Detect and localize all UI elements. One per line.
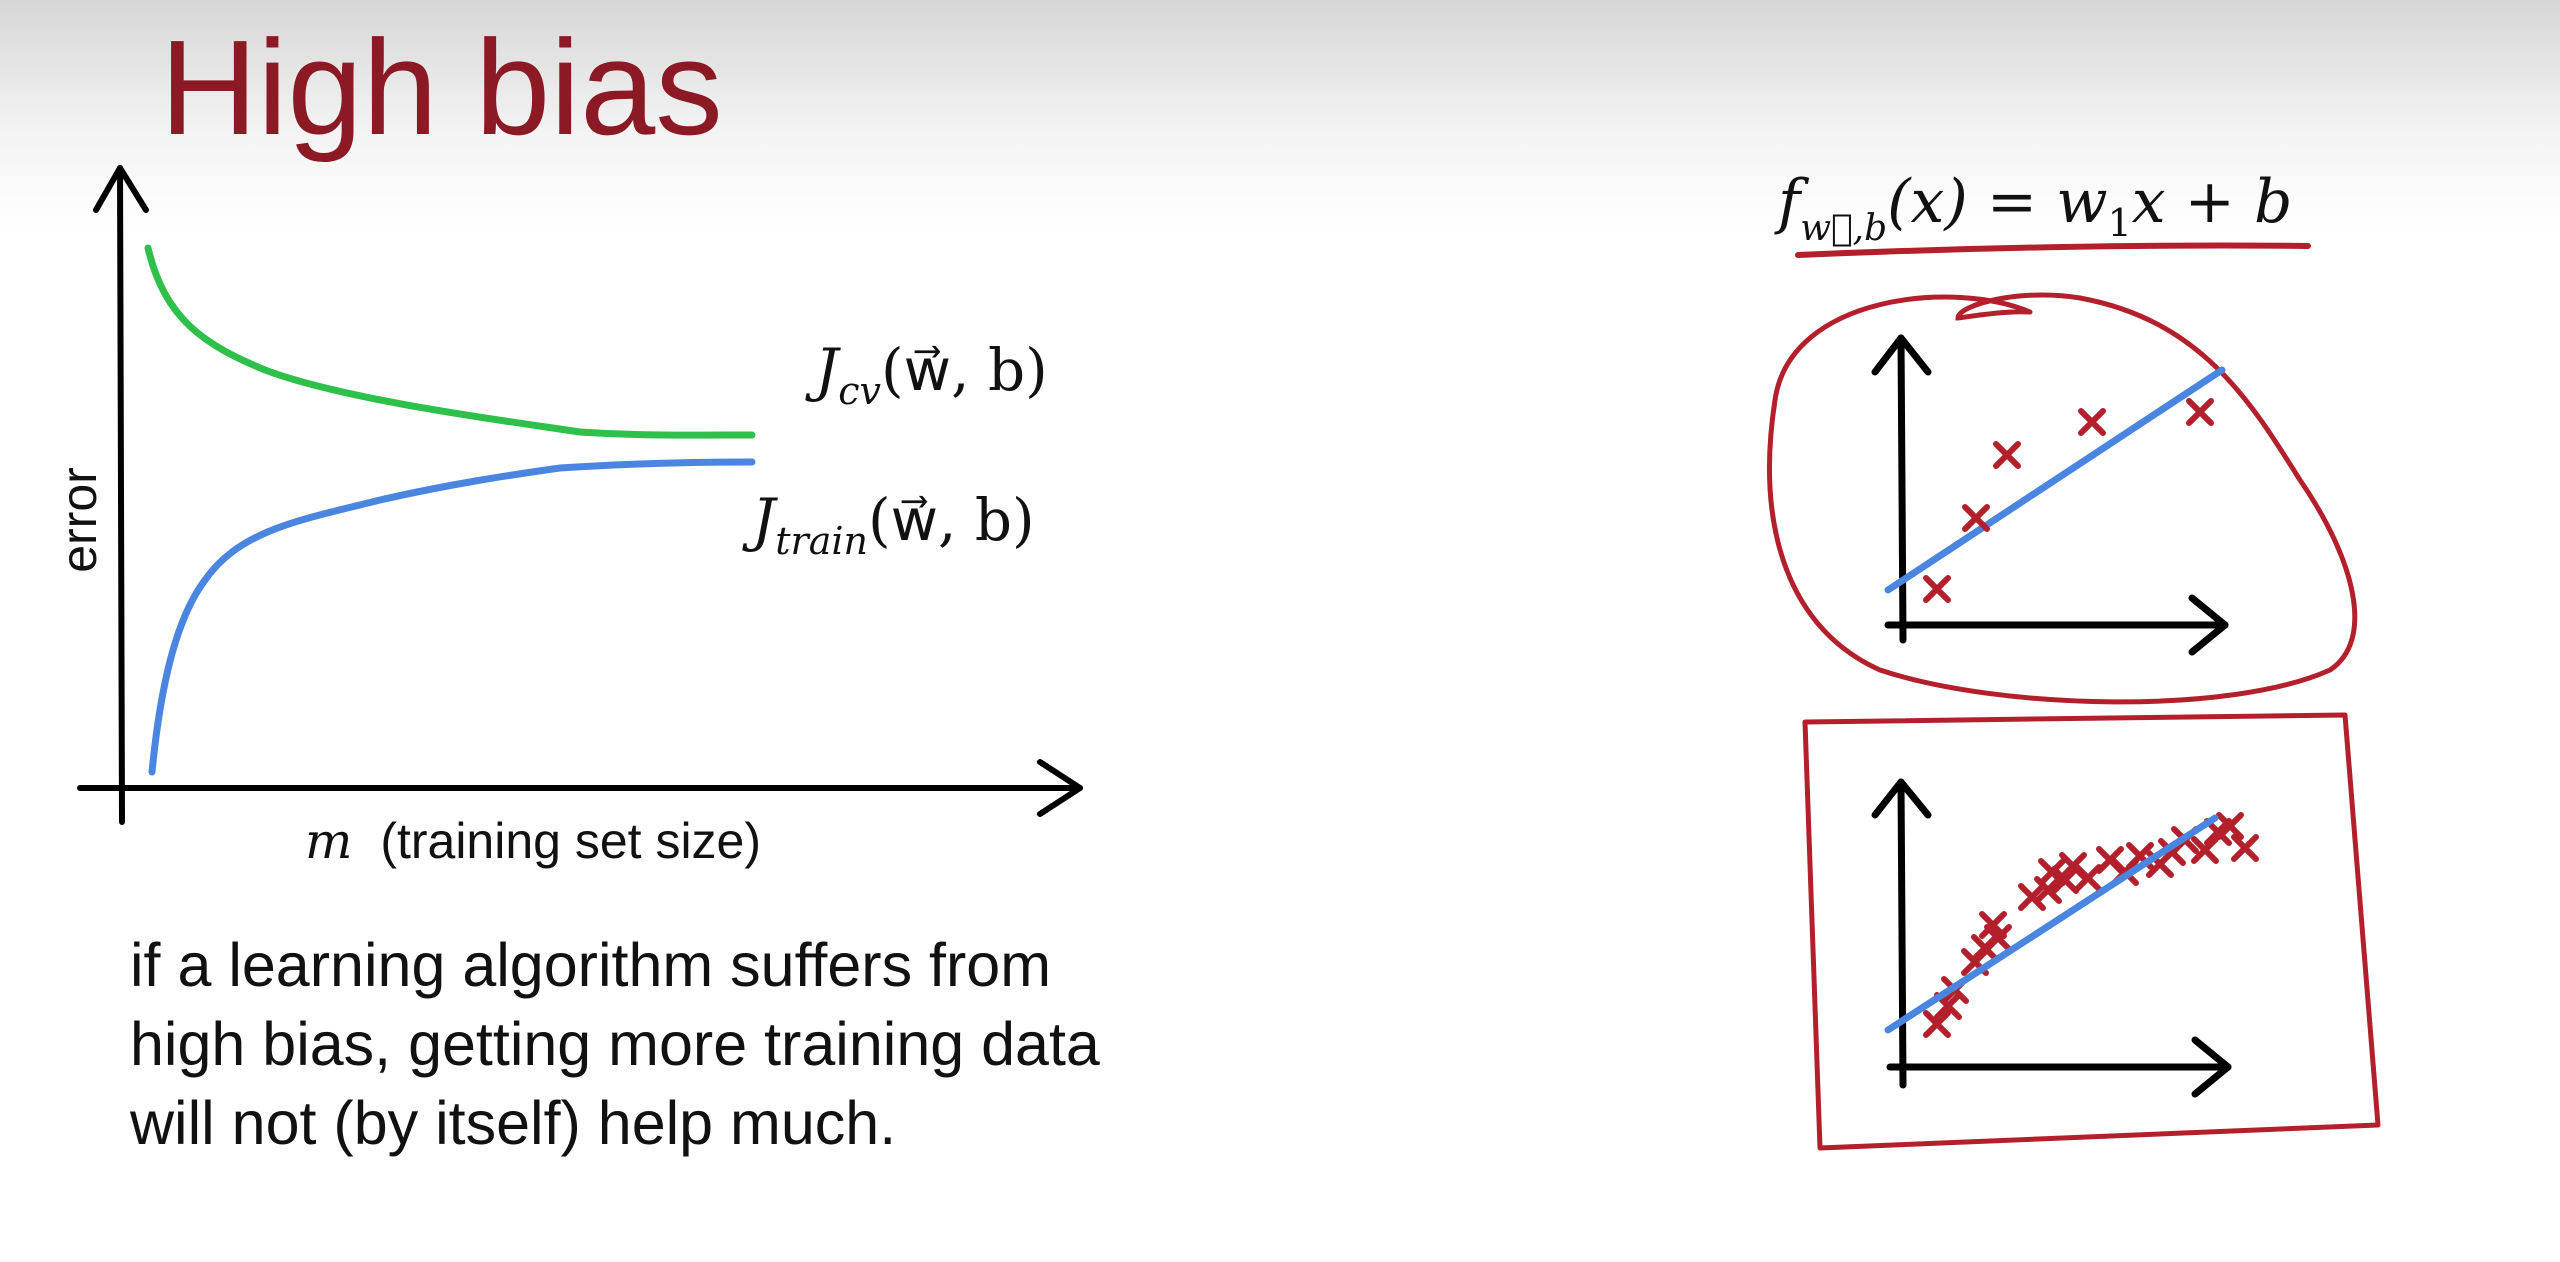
formula-underline	[1795, 242, 2311, 258]
cross-marker-icon	[2018, 883, 2046, 911]
large-dataset-points	[1923, 812, 2259, 1038]
cv-curve-label-J: J	[805, 336, 841, 404]
cross-marker-icon	[2186, 398, 2214, 426]
caption-text: if a learning algorithm suffers from hig…	[130, 931, 1100, 1157]
model-formula-rhs-right: x + b	[2132, 167, 2293, 237]
cross-marker-icon	[2038, 858, 2066, 886]
small-dataset-points	[1923, 398, 2214, 603]
x-axis-label-text: (training set size)	[380, 813, 761, 869]
train-curve-label: Jtrain(w⃗, b)	[742, 486, 1035, 563]
cross-marker-icon	[2078, 408, 2106, 436]
cv-error-curve	[144, 244, 756, 439]
model-formula-sub: w⃗,b	[1800, 208, 1887, 249]
x-axis-label: m (training set size)	[305, 812, 761, 870]
large-y-arrowhead-icon	[1871, 778, 1932, 819]
model-formula-w-sub: 1	[2108, 201, 2132, 245]
train-error-curve	[148, 458, 756, 776]
x-axis-arrowhead-icon	[1037, 759, 1083, 817]
train-curve-label-sub: train	[775, 519, 868, 563]
x-axis-variable: m	[305, 812, 352, 870]
large-dataset-sketch	[1802, 712, 2381, 1151]
cross-marker-icon	[1993, 441, 2021, 469]
cv-curve-label-sub: cv	[838, 369, 881, 413]
learning-curve-axes	[77, 165, 1083, 825]
cross-marker-icon	[2231, 834, 2259, 862]
train-curve-label-J: J	[742, 486, 778, 554]
y-axis-arrowhead-icon	[93, 165, 149, 213]
cross-marker-icon	[1984, 924, 2012, 952]
large-x-arrowhead-icon	[2191, 1036, 2232, 1098]
cross-marker-icon	[2191, 836, 2219, 864]
cross-marker-icon	[2074, 864, 2102, 892]
cross-marker-icon	[1923, 575, 1951, 603]
model-sketches: fw⃗,b(x) = w1x + b	[1767, 167, 2381, 1151]
small-dataset-circle	[1767, 292, 2358, 705]
model-formula: fw⃗,b(x) = w1x + b	[1774, 167, 2292, 249]
small-y-arrowhead-icon	[1871, 334, 1932, 376]
small-dataset-sketch	[1767, 292, 2358, 705]
large-dataset-axes	[1871, 778, 2232, 1098]
cv-curve-label-args: (w⃗, b)	[881, 336, 1048, 404]
small-x-arrowhead-icon	[2188, 594, 2229, 656]
cv-curve-label: Jcv(w⃗, b)	[805, 336, 1048, 413]
slide-title: High bias	[160, 12, 723, 163]
cross-marker-icon	[2051, 866, 2079, 894]
y-axis-label: error	[51, 467, 107, 573]
cross-marker-icon	[1923, 1010, 1951, 1038]
y-axis	[117, 165, 125, 825]
model-formula-rhs-left: (x) = w	[1887, 167, 2107, 237]
cross-marker-icon	[2216, 812, 2244, 840]
small-dataset-axes	[1871, 334, 2229, 656]
small-dataset-fit-line	[1884, 366, 2226, 594]
large-dataset-box	[1802, 712, 2381, 1151]
train-curve-label-args: (w⃗, b)	[868, 486, 1035, 554]
large-dataset-fit-line	[1884, 814, 2219, 1034]
learning-curve-diagram: error m (training set size) Jcv(w⃗, b) J…	[51, 165, 1083, 870]
cross-marker-icon	[1962, 504, 1990, 532]
